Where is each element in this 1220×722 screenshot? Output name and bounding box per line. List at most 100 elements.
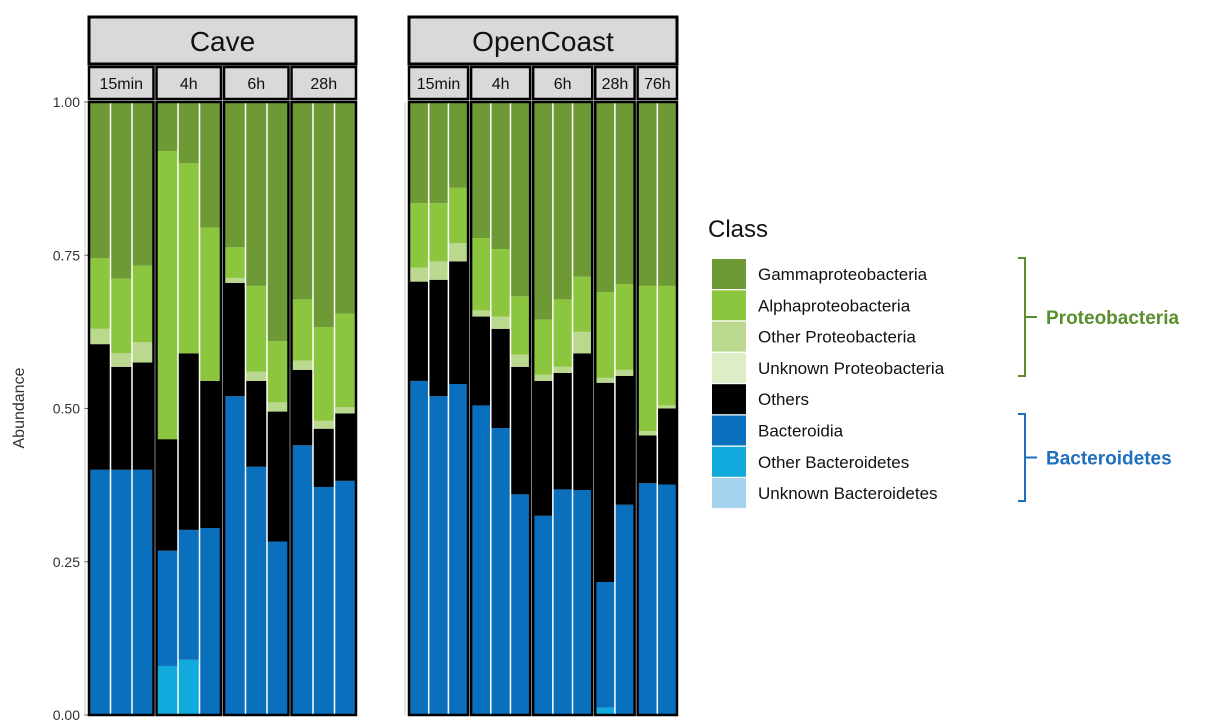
facet-panel: Cave 15min 4h 6h 28h [84,15,358,717]
legend-item-label: Unknown Bacteroidetes [758,484,938,503]
group-border [87,100,155,717]
group-label: 4h [180,76,198,93]
y-axis: 0.00 0.25 0.50 0.75 1.00 [53,94,89,722]
bar-segment-other-proteobacteria [471,310,491,317]
legend-key [712,352,746,383]
y-tick-label: 1.00 [53,94,80,110]
bar-segment-alphaproteobacteria [132,265,154,343]
bar-segment-other-bacteroidetes [595,707,615,715]
bar-segment-other-proteobacteria [448,242,469,262]
bar-segment-bacteroidia [178,529,200,660]
bar-segment-other-proteobacteria [245,371,267,381]
bar-segment-alphaproteobacteria [291,299,313,361]
bar-segment-alphaproteobacteria [448,187,469,243]
bar-segment-gammaproteobacteria [657,102,677,286]
legend-item-label: Alphaproteobacteria [758,296,911,315]
bar-segment-gammaproteobacteria [490,102,511,250]
bar-segment-others [156,439,178,551]
sample-group: 4h [469,65,532,717]
bar-segment-alphaproteobacteria [490,249,511,317]
legend-item-label: Other Bacteroidetes [758,453,909,472]
bar-segment-gammaproteobacteria [409,102,429,204]
bar-segment-others [245,380,267,467]
legend-key [712,384,746,415]
sample-group: 6h [531,65,594,717]
legend: Class Gammaproteobacteria Alphaproteobact… [708,216,1179,509]
group-border [636,100,679,717]
bar-segment-others [110,366,132,470]
bar-segment-alphaproteobacteria [533,319,553,375]
group-label-strip [636,65,679,101]
bar-segment-others [657,408,677,485]
bar-segment-alphaproteobacteria [313,326,335,421]
bar-segment-alphaproteobacteria [267,341,289,403]
legend-item-label: Bacteroidia [758,422,844,441]
legend-key [712,321,746,352]
group-border [469,100,532,717]
legend-item-label: Other Proteobacteria [758,328,916,347]
legend-item-label: Unknown Proteobacteria [758,359,945,378]
group-label: 15min [417,76,461,93]
bar-segment-other-proteobacteria [595,377,615,383]
bar-segment-other-proteobacteria [637,431,658,436]
bar-segment-alphaproteobacteria [572,276,593,332]
bar-segment-others [132,362,154,470]
legend-group-bracket [1018,413,1026,502]
legend-key [712,415,746,446]
sample-group: 28h [593,65,636,717]
bar-segment-other-proteobacteria [552,366,573,373]
bar-segment-gammaproteobacteria [110,102,132,279]
group-border [290,100,358,717]
bar-segment-alphaproteobacteria [224,247,246,278]
legend-key [712,478,746,509]
group-label-strip [290,65,358,101]
bar-segment-alphaproteobacteria [428,203,449,262]
bar-segment-gammaproteobacteria [614,102,635,285]
bar-segment-others [614,376,635,505]
bar-segment-alphaproteobacteria [409,203,429,268]
bar-segment-gammaproteobacteria [572,102,593,277]
bar-segment-other-proteobacteria [533,374,553,381]
bar-segment-bacteroidia [510,494,531,715]
group-border [531,100,594,717]
legend-key [712,259,746,289]
bar-segment-gammaproteobacteria [552,102,573,300]
bar-segment-other-proteobacteria [224,277,246,283]
bar-segment-other-proteobacteria [313,420,335,429]
bar-segment-others [448,261,469,384]
bar-segment-bacteroidia [533,515,553,715]
group-label: 28h [602,76,629,93]
bar-segment-gammaproteobacteria [291,102,313,300]
bar-segment-other-proteobacteria [334,407,356,414]
bar-segment-gammaproteobacteria [267,102,289,342]
bar-segment-bacteroidia [614,504,635,715]
bar-segment-bacteroidia [448,383,469,715]
sample-group: 15min [407,65,470,717]
bar-segment-bacteroidia [552,489,573,715]
bar-segment-other-proteobacteria [132,342,154,363]
bar-segment-others [224,282,246,397]
bar-segment-others [267,411,289,542]
bar-segment-bacteroidia [291,445,313,715]
bar-segment-other-proteobacteria [614,369,635,377]
panel-title-strip [407,15,679,66]
legend-title: Class [708,216,768,243]
bar-segment-bacteroidia [657,484,677,715]
facet-panel: OpenCoast 15min 4h 6h 28h 76h [404,15,679,717]
bar-segment-other-proteobacteria [267,402,289,412]
bar-segment-bacteroidia [490,428,511,715]
bar-segment-other-proteobacteria [291,360,313,370]
panel-title: Cave [190,26,255,57]
group-border [155,100,223,717]
panel-title: OpenCoast [472,26,614,57]
group-label-strip [87,65,155,101]
bar-segment-alphaproteobacteria [552,299,573,367]
bar-segment-gammaproteobacteria [156,102,178,152]
bar-segment-bacteroidia [334,480,356,715]
bar-segment-others [428,279,449,397]
group-border [593,100,636,717]
bar-segment-other-bacteroidetes [178,659,200,715]
bar-segment-gammaproteobacteria [637,102,658,286]
bar-segment-bacteroidia [572,490,593,715]
